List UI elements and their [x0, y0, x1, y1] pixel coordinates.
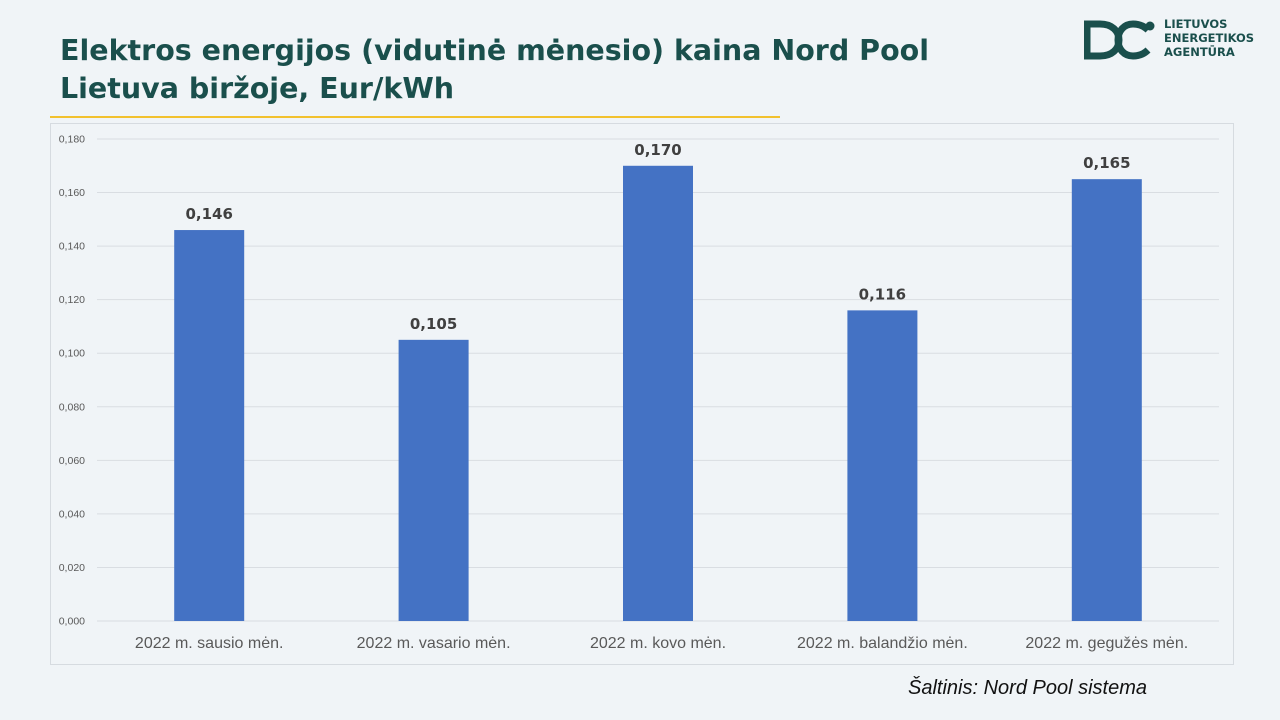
bar: [623, 165, 693, 621]
bar: [847, 310, 918, 621]
x-tick-label: 2022 m. kovo mėn.: [590, 635, 726, 652]
y-tick-label: 0,100: [59, 348, 85, 360]
chart-frame: 0,000 0,020 0,040 0,060 0,080 0,100 0,120 0,140…: [50, 123, 1234, 665]
bar: [1071, 179, 1142, 621]
data-label: 0,146: [185, 205, 232, 223]
logo-line-1: LIETUVOS: [1164, 17, 1228, 31]
page-title: Elektros energijos (vidutinė mėnesio) ka…: [60, 34, 929, 105]
y-tick-label: 0,120: [59, 294, 85, 306]
y-tick-label: 0,140: [59, 241, 85, 253]
agency-logo: LIETUVOS ENERGETIKOS AGENTŪRA: [1084, 16, 1254, 66]
logo-text: LIETUVOS ENERGETIKOS AGENTŪRA: [1164, 17, 1254, 59]
data-label: 0,170: [634, 141, 681, 159]
source-note: Šaltinis: Nord Pool sistema: [908, 677, 1147, 699]
lea-logo-mark-icon: [1084, 20, 1155, 60]
logo-line-2: ENERGETIKOS: [1164, 31, 1255, 45]
y-tick-label: 0,080: [59, 401, 85, 413]
y-tick-label: 0,000: [59, 616, 85, 628]
data-label: 0,105: [410, 315, 457, 333]
x-tick-label: 2022 m. gegužės mėn.: [1025, 635, 1188, 652]
data-label: 0,116: [859, 285, 906, 303]
x-tick-label: 2022 m. vasario mėn.: [357, 635, 511, 652]
bar: [398, 339, 469, 621]
y-tick-label: 0,060: [59, 455, 85, 467]
x-tick-label: 2022 m. balandžio mėn.: [797, 635, 968, 652]
data-label: 0,165: [1083, 154, 1130, 172]
y-tick-label: 0,040: [59, 508, 85, 520]
bar-chart: 0,000 0,020 0,040 0,060 0,080 0,100 0,120 0,140…: [59, 134, 1219, 652]
bar: [174, 230, 245, 621]
y-tick-label: 0,180: [59, 134, 85, 146]
x-tick-label: 2022 m. sausio mėn.: [135, 635, 284, 652]
title-underline: [50, 116, 780, 118]
y-tick-label: 0,020: [59, 562, 85, 574]
y-tick-label: 0,160: [59, 187, 85, 199]
logo-line-3: AGENTŪRA: [1164, 45, 1235, 59]
